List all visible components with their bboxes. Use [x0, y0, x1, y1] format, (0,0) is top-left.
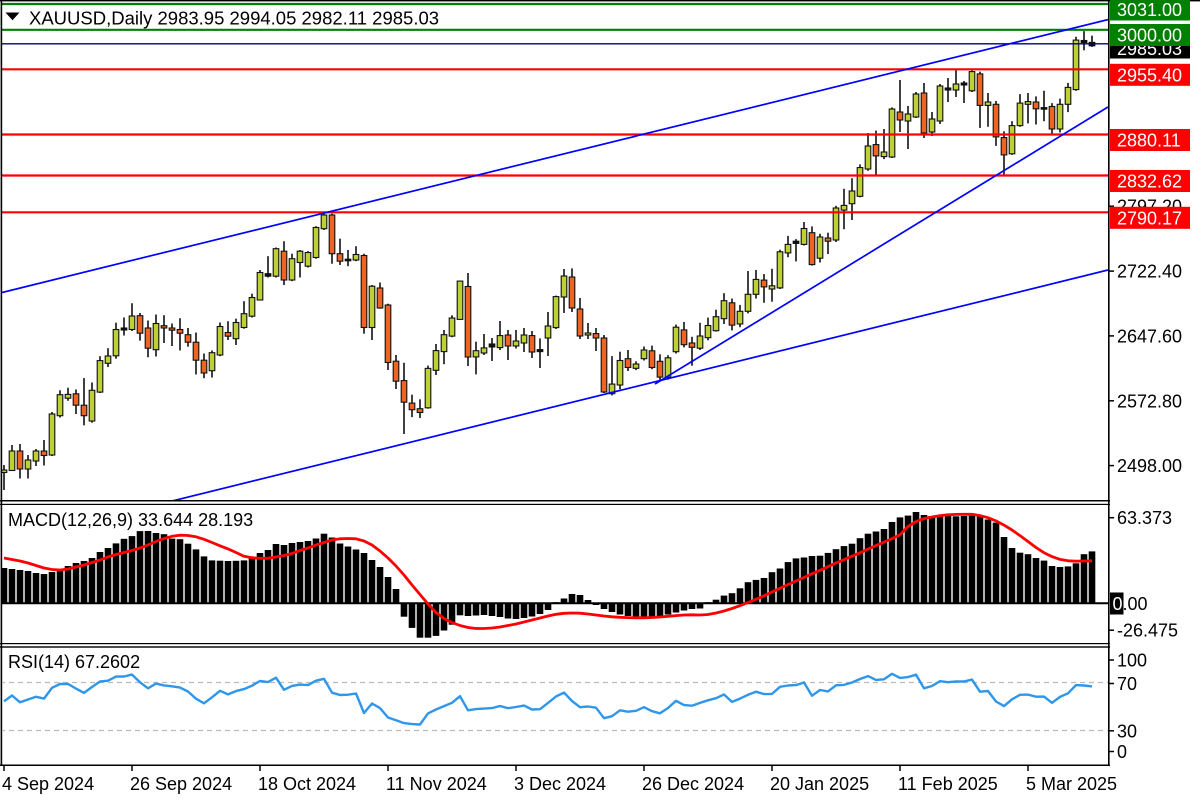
svg-text:63.373: 63.373 — [1117, 508, 1172, 528]
svg-text:11 Nov 2024: 11 Nov 2024 — [386, 774, 487, 794]
svg-text:2790.17: 2790.17 — [1117, 208, 1182, 228]
svg-text:2498.00: 2498.00 — [1117, 456, 1182, 476]
svg-text:.00: .00 — [1123, 594, 1148, 614]
svg-text:70: 70 — [1117, 674, 1137, 694]
svg-text:XAUUSD,Daily 2983.95 2994.05: XAUUSD,Daily 2983.95 2994.05 2982.11 298… — [29, 8, 439, 29]
svg-text:100: 100 — [1117, 651, 1147, 671]
svg-text:3031.00: 3031.00 — [1117, 0, 1182, 20]
svg-text:MACD(12,26,9) 33.644 28.193: MACD(12,26,9) 33.644 28.193 — [8, 510, 253, 530]
svg-text:RSI(14) 67.2602: RSI(14) 67.2602 — [8, 652, 140, 672]
svg-text:18 Oct 2024: 18 Oct 2024 — [258, 774, 356, 794]
svg-text:26 Sep 2024: 26 Sep 2024 — [130, 774, 232, 794]
svg-text:2572.80: 2572.80 — [1117, 391, 1182, 411]
svg-text:2647.60: 2647.60 — [1117, 326, 1182, 346]
svg-text:2955.40: 2955.40 — [1117, 65, 1182, 85]
svg-text:2722.40: 2722.40 — [1117, 262, 1182, 282]
svg-text:-26.475: -26.475 — [1117, 621, 1178, 641]
svg-text:30: 30 — [1117, 721, 1137, 741]
svg-text:2880.11: 2880.11 — [1117, 131, 1181, 151]
svg-text:3000.00: 3000.00 — [1117, 26, 1182, 46]
svg-text:20 Jan 2025: 20 Jan 2025 — [770, 774, 869, 794]
svg-text:0: 0 — [1113, 594, 1123, 614]
svg-text:26 Dec 2024: 26 Dec 2024 — [642, 774, 744, 794]
svg-text:11 Feb 2025: 11 Feb 2025 — [898, 774, 998, 794]
svg-text:0: 0 — [1117, 742, 1127, 762]
svg-text:4 Sep 2024: 4 Sep 2024 — [2, 774, 94, 794]
svg-text:3 Dec 2024: 3 Dec 2024 — [514, 774, 606, 794]
svg-text:2832.62: 2832.62 — [1117, 172, 1182, 192]
svg-text:5 Mar 2025: 5 Mar 2025 — [1026, 774, 1117, 794]
